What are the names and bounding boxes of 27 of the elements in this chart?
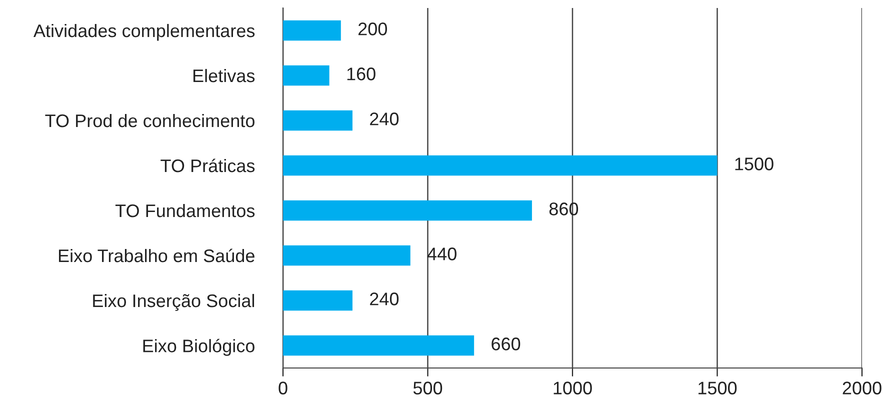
- bar: [283, 155, 718, 176]
- x-tick-label: 0: [278, 382, 288, 394]
- x-tick-label: 1500: [698, 382, 737, 394]
- y-tick-label: Eixo Biológico: [143, 338, 254, 356]
- bar: [283, 245, 410, 266]
- data-label: 660: [492, 338, 520, 350]
- x-tick-label: 1000: [554, 382, 592, 394]
- y-tick-label: Atividades complementares: [33, 24, 255, 41]
- data-label: 200: [358, 22, 387, 36]
- data-label: 160: [347, 68, 376, 80]
- y-tick-label: TO Fundamentos: [115, 204, 255, 218]
- data-label: 240: [370, 292, 399, 306]
- bar: [283, 65, 330, 86]
- y-tick-label: Eixo Inserção Social: [93, 294, 254, 311]
- x-tick-label: 500: [413, 382, 442, 394]
- y-tick-label: Eletivas: [193, 68, 255, 82]
- data-label: 1500: [735, 158, 774, 170]
- y-tick-label: TO Práticas: [160, 158, 255, 172]
- bar: [283, 110, 352, 131]
- y-tick-label: TO Prod de conhecimento: [45, 114, 254, 128]
- y-tick-label: Eixo Trabalho em Saúde: [58, 248, 254, 262]
- bar: [283, 290, 352, 311]
- bar: [283, 20, 341, 41]
- bar: [283, 200, 532, 221]
- bar: [283, 335, 474, 356]
- data-label: 240: [370, 112, 399, 126]
- x-tick-label: 2000: [842, 382, 882, 394]
